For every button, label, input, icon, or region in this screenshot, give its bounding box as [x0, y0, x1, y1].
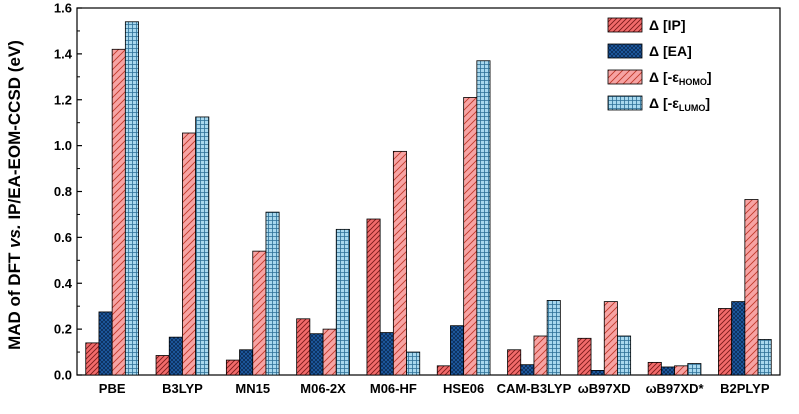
x-tick-label: PBE: [99, 381, 126, 396]
bar: [520, 364, 535, 376]
bar: [225, 359, 240, 376]
x-tick-label: CAM-B3LYP: [497, 381, 572, 396]
x-axis: PBE B3LYP MN15 M06-2X M06-HF HSE06 CAM-B3LYP ωB…: [99, 370, 770, 396]
legend-swatch: [607, 69, 643, 85]
legend-entry: Δ [-εHOMO]: [649, 69, 712, 87]
bar: [463, 97, 478, 376]
bar: [436, 365, 451, 376]
bar: [647, 361, 662, 376]
y-tick-label: 0.8: [54, 184, 72, 199]
y-tick-label: 1.0: [54, 138, 72, 153]
legend-entry: Δ [-εLUMO]: [649, 95, 710, 113]
bar: [450, 325, 465, 376]
bar: [85, 342, 100, 376]
legend-swatch: [607, 95, 643, 111]
bar: [406, 351, 421, 376]
bar: [687, 363, 702, 376]
legend: Δ [IP] Δ [EA] Δ [-εHOMO] Δ [-εLUMO]: [607, 17, 712, 113]
bar: [239, 349, 254, 376]
x-tick-label: ωB97XD: [578, 381, 631, 396]
bar: [590, 370, 605, 376]
bar: [168, 336, 183, 376]
bar: [757, 339, 772, 376]
bar: [660, 366, 675, 376]
x-tick-label: HSE06: [443, 381, 484, 396]
bar: [296, 318, 311, 376]
bar: [507, 349, 522, 376]
bar: [195, 116, 210, 376]
y-axis-label: MAD of DFT vs. IP/EA-EOM-CCSD (eV): [5, 40, 24, 350]
legend-entry: Δ [IP]: [649, 17, 686, 33]
bar: [546, 300, 561, 376]
bar: [182, 132, 197, 376]
bar: [265, 211, 280, 376]
bar: [309, 333, 324, 376]
bar: [98, 311, 113, 376]
y-tick-label: 1.6: [54, 1, 72, 16]
y-tick-label: 0.6: [54, 230, 72, 245]
bar: [335, 228, 350, 376]
y-tick-label: 1.4: [54, 46, 73, 61]
y-tick-label: 0.0: [54, 368, 72, 383]
bar: [533, 335, 548, 376]
bar: [476, 60, 491, 376]
bar: [392, 150, 407, 376]
y-tick-label: 0.4: [54, 276, 73, 291]
x-tick-label: M06-2X: [300, 381, 346, 396]
bar: [124, 21, 139, 376]
y-tick-label: 1.2: [54, 92, 72, 107]
x-tick-label: M06-HF: [370, 381, 417, 396]
bar: [603, 301, 618, 376]
y-tick-label: 0.2: [54, 322, 72, 337]
y-axis: 0.0 0.2 0.4 0.6 0.8 1.0 1.2 1.4 1.6: [54, 1, 82, 383]
legend-swatch: [607, 17, 643, 33]
bar: [379, 332, 394, 376]
bar: [731, 301, 746, 376]
bar: [111, 48, 126, 376]
x-tick-label: B3LYP: [162, 381, 203, 396]
bar: [674, 365, 689, 376]
bar: [617, 335, 632, 376]
bar: [366, 218, 381, 376]
bar: [744, 199, 759, 376]
bar: [322, 328, 337, 376]
x-tick-label: MN15: [235, 381, 270, 396]
bar: [252, 250, 267, 376]
bar: [577, 337, 592, 376]
legend-entry: Δ [EA]: [649, 43, 692, 59]
bar: [718, 308, 733, 376]
bars: [85, 21, 772, 376]
x-tick-label: B2PLYP: [720, 381, 770, 396]
legend-swatch: [607, 43, 643, 59]
x-tick-label: ωB97XD*: [646, 381, 705, 396]
bar: [155, 355, 170, 376]
